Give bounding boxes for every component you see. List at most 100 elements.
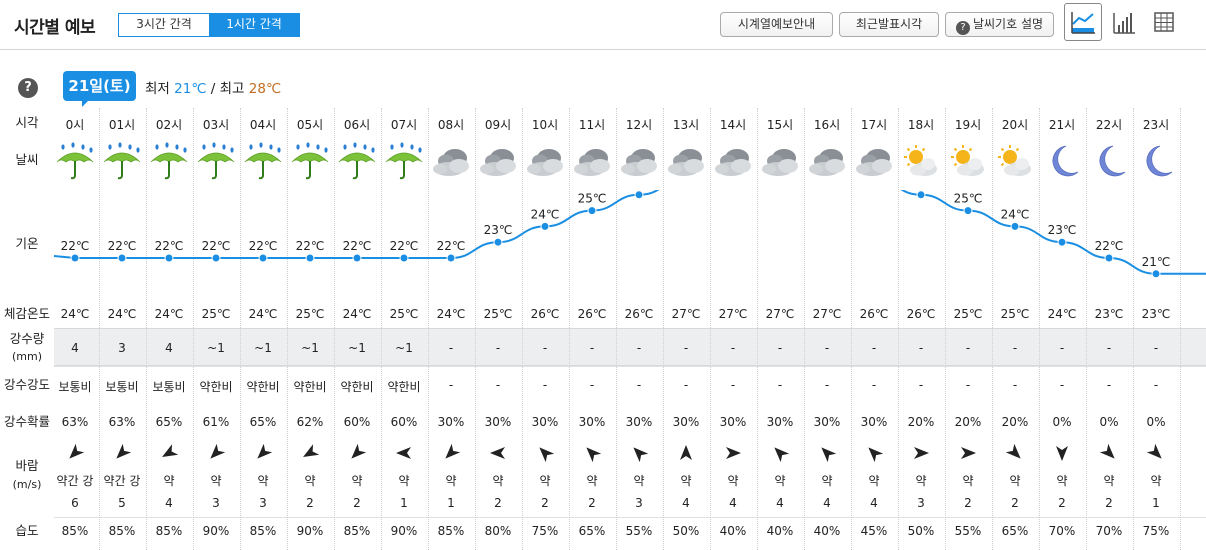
partly-sunny-icon xyxy=(993,142,1037,182)
temperature-point xyxy=(305,253,315,263)
feels-like-temp: 24℃ xyxy=(436,307,466,321)
row-label-precip-unit: (mm) xyxy=(11,350,42,363)
wind-speed: 2 xyxy=(306,496,314,510)
wind-direction-arrow-icon xyxy=(301,444,320,462)
temperature-point xyxy=(70,253,80,263)
wind-description: 약 xyxy=(962,474,974,488)
row-label-time: 시각 xyxy=(15,115,39,130)
precip-intensity: - xyxy=(495,378,501,392)
temperature-label: 22℃ xyxy=(61,239,90,253)
cloudy-icon xyxy=(852,142,896,182)
feels-like-temp: 26℃ xyxy=(624,307,654,321)
hour-label: 21시 xyxy=(1048,118,1076,132)
humidity-value: 40% xyxy=(719,524,747,538)
humidity-value: 40% xyxy=(813,524,841,538)
wind-description: 약 xyxy=(774,474,786,488)
precip-probability: 61% xyxy=(202,415,230,429)
temperature-label: 24℃ xyxy=(531,207,560,221)
precip-probability: 30% xyxy=(672,415,700,429)
timeline-guide-button[interactable]: 시계열예보안내 xyxy=(720,12,833,37)
wind-description: 약 xyxy=(398,474,410,488)
feels-like-temp: 24℃ xyxy=(1047,307,1077,321)
precip-intensity: 약한비 xyxy=(340,380,374,394)
precip-amount: 4 xyxy=(71,341,79,355)
cloudy-icon xyxy=(570,142,614,182)
humidity-value: 45% xyxy=(860,524,888,538)
precip-probability: 65% xyxy=(249,415,277,429)
temperature-point xyxy=(916,190,926,200)
wind-description: 약 xyxy=(586,474,598,488)
wind-speed: 4 xyxy=(870,496,878,510)
precip-probability: 30% xyxy=(860,415,888,429)
humidity-value: 50% xyxy=(672,524,700,538)
precip-amount: - xyxy=(1059,341,1065,355)
feels-like-temp: 24℃ xyxy=(342,307,372,321)
hour-label: 09시 xyxy=(484,118,512,132)
humidity-value: 85% xyxy=(61,524,89,538)
feels-like-temp: 24℃ xyxy=(60,307,90,321)
precip-probability: 63% xyxy=(108,415,136,429)
latest-announce-button[interactable]: 최근발표시각 xyxy=(839,12,939,37)
temperature-point xyxy=(446,253,456,263)
wind-direction-arrow-icon xyxy=(724,444,742,462)
partly-sunny-icon xyxy=(946,142,990,182)
column-divider xyxy=(145,108,147,550)
precip-intensity: - xyxy=(871,378,877,392)
temperature-label: 21℃ xyxy=(1142,255,1171,269)
cloudy-icon xyxy=(476,142,520,182)
rain-umbrella-icon xyxy=(147,142,191,182)
feels-like-temp: 27℃ xyxy=(671,307,701,321)
humidity-value: 90% xyxy=(390,524,418,538)
wind-description: 약 xyxy=(210,474,222,488)
bar-chart-view-icon[interactable] xyxy=(1105,3,1143,41)
precip-probability: 0% xyxy=(1052,415,1072,429)
temperature-label: 22℃ xyxy=(155,239,184,253)
tab-3hour-interval[interactable]: 3시간 간격 xyxy=(119,14,209,36)
precip-intensity: - xyxy=(683,378,689,392)
wind-description: 약간 강 xyxy=(103,474,141,488)
hour-label: 12시 xyxy=(625,118,653,132)
min-temp-label: 최저 xyxy=(145,81,170,97)
temperature-label: 22℃ xyxy=(343,239,372,253)
precip-amount: - xyxy=(871,341,877,355)
tab-1hour-interval[interactable]: 1시간 간격 xyxy=(209,14,299,36)
wind-description: 약 xyxy=(492,474,504,488)
precip-probability: 30% xyxy=(813,415,841,429)
wind-speed: 2 xyxy=(353,496,361,510)
precip-intensity: - xyxy=(824,378,830,392)
feels-like-temp: 27℃ xyxy=(718,307,748,321)
temperature-point xyxy=(1151,269,1161,279)
column-divider xyxy=(568,108,570,550)
wind-direction-arrow-icon xyxy=(1005,443,1024,462)
header-bar: 시간별 예보 3시간 간격 1시간 간격 시계열예보안내 최근발표시각 ? 날씨기… xyxy=(0,0,1206,50)
temperature-point xyxy=(399,253,409,263)
precip-intensity: - xyxy=(730,378,736,392)
hour-label: 11시 xyxy=(578,118,606,132)
wind-speed: 5 xyxy=(118,496,126,510)
forecast-help-icon[interactable]: ? xyxy=(18,78,38,98)
feels-like-temp: 26℃ xyxy=(577,307,607,321)
precip-intensity: 보통비 xyxy=(105,380,139,394)
precip-intensity: - xyxy=(777,378,783,392)
temperature-label: 22℃ xyxy=(1095,239,1124,253)
temperature-label: 22℃ xyxy=(296,239,325,253)
table-view-icon[interactable] xyxy=(1145,3,1183,41)
temperature-label: 25℃ xyxy=(954,192,983,206)
column-divider xyxy=(1132,108,1134,550)
humidity-value: 50% xyxy=(907,524,935,538)
precip-intensity: - xyxy=(1059,378,1065,392)
moon-icon xyxy=(1134,142,1178,182)
graph-view-icon[interactable] xyxy=(1064,3,1102,41)
precip-intensity: 보통비 xyxy=(152,380,186,394)
temperature-point xyxy=(117,253,127,263)
cloudy-icon xyxy=(664,142,708,182)
weather-symbol-legend-button[interactable]: ? 날씨기호 설명 xyxy=(945,12,1054,37)
feels-like-temp: 26℃ xyxy=(906,307,936,321)
wind-description: 약 xyxy=(257,474,269,488)
wind-speed: 2 xyxy=(1105,496,1113,510)
precip-probability: 63% xyxy=(61,415,89,429)
wind-description: 약 xyxy=(1056,474,1068,488)
wind-direction-arrow-icon xyxy=(1099,443,1118,462)
precip-probability: 0% xyxy=(1146,415,1166,429)
wind-speed: 2 xyxy=(494,496,502,510)
